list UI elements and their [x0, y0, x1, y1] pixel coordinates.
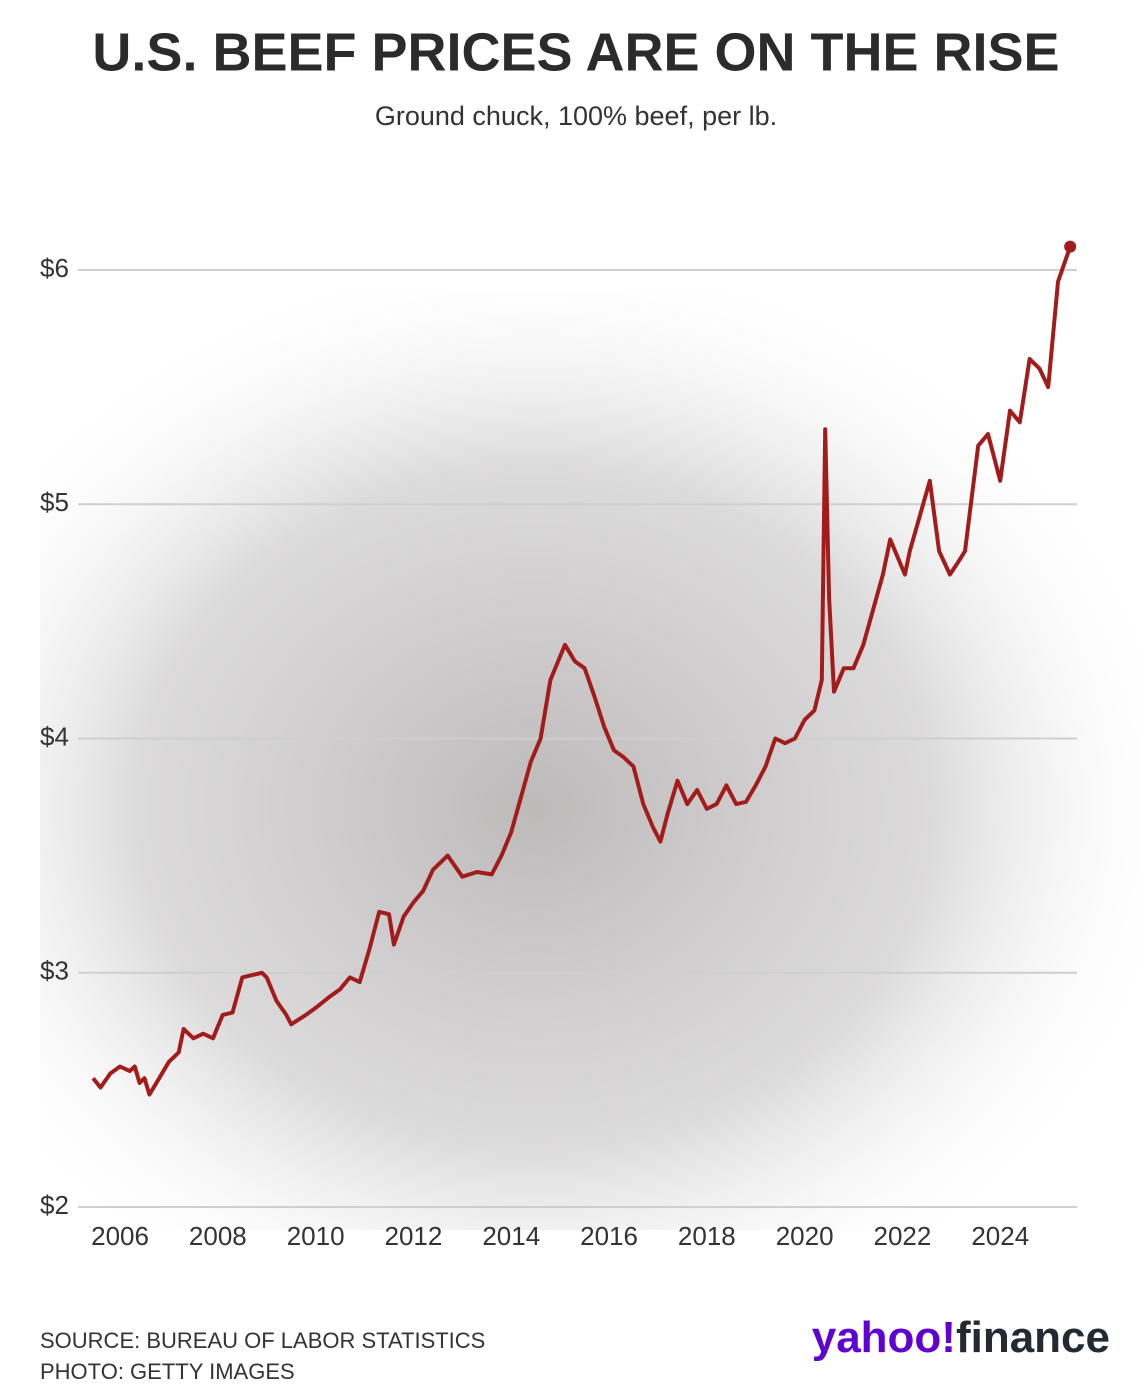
x-tick-label: 2022 — [874, 1221, 932, 1251]
logo-yahoo: yahoo! — [812, 1313, 956, 1362]
photo-background — [40, 290, 1140, 1230]
logo: yahoo!finance — [812, 1313, 1110, 1362]
x-tick-label: 2024 — [971, 1221, 1029, 1251]
y-tick-label: $5 — [40, 487, 69, 517]
x-tick-label: 2016 — [580, 1221, 638, 1251]
x-tick-label: 2014 — [482, 1221, 540, 1251]
logo-finance: finance — [956, 1313, 1110, 1362]
x-tick-label: 2008 — [189, 1221, 247, 1251]
photo-credit: PHOTO: GETTY IMAGES — [40, 1359, 295, 1384]
x-tick-label: 2018 — [678, 1221, 736, 1251]
chart-subtitle: Ground chuck, 100% beef, per lb. — [375, 101, 777, 131]
y-tick-label: $3 — [40, 956, 69, 986]
chart-title: U.S. BEEF PRICES ARE ON THE RISE — [92, 22, 1059, 82]
x-tick-label: 2012 — [385, 1221, 443, 1251]
x-tick-label: 2006 — [91, 1221, 149, 1251]
y-tick-label: $4 — [40, 721, 69, 751]
x-tick-label: 2020 — [776, 1221, 834, 1251]
source-note: SOURCE: BUREAU OF LABOR STATISTICS — [40, 1328, 485, 1353]
x-tick-label: 2010 — [287, 1221, 345, 1251]
price-line — [91, 245, 1073, 1097]
y-tick-label: $6 — [40, 253, 69, 283]
y-tick-label: $2 — [40, 1190, 69, 1220]
end-point — [1064, 240, 1077, 253]
